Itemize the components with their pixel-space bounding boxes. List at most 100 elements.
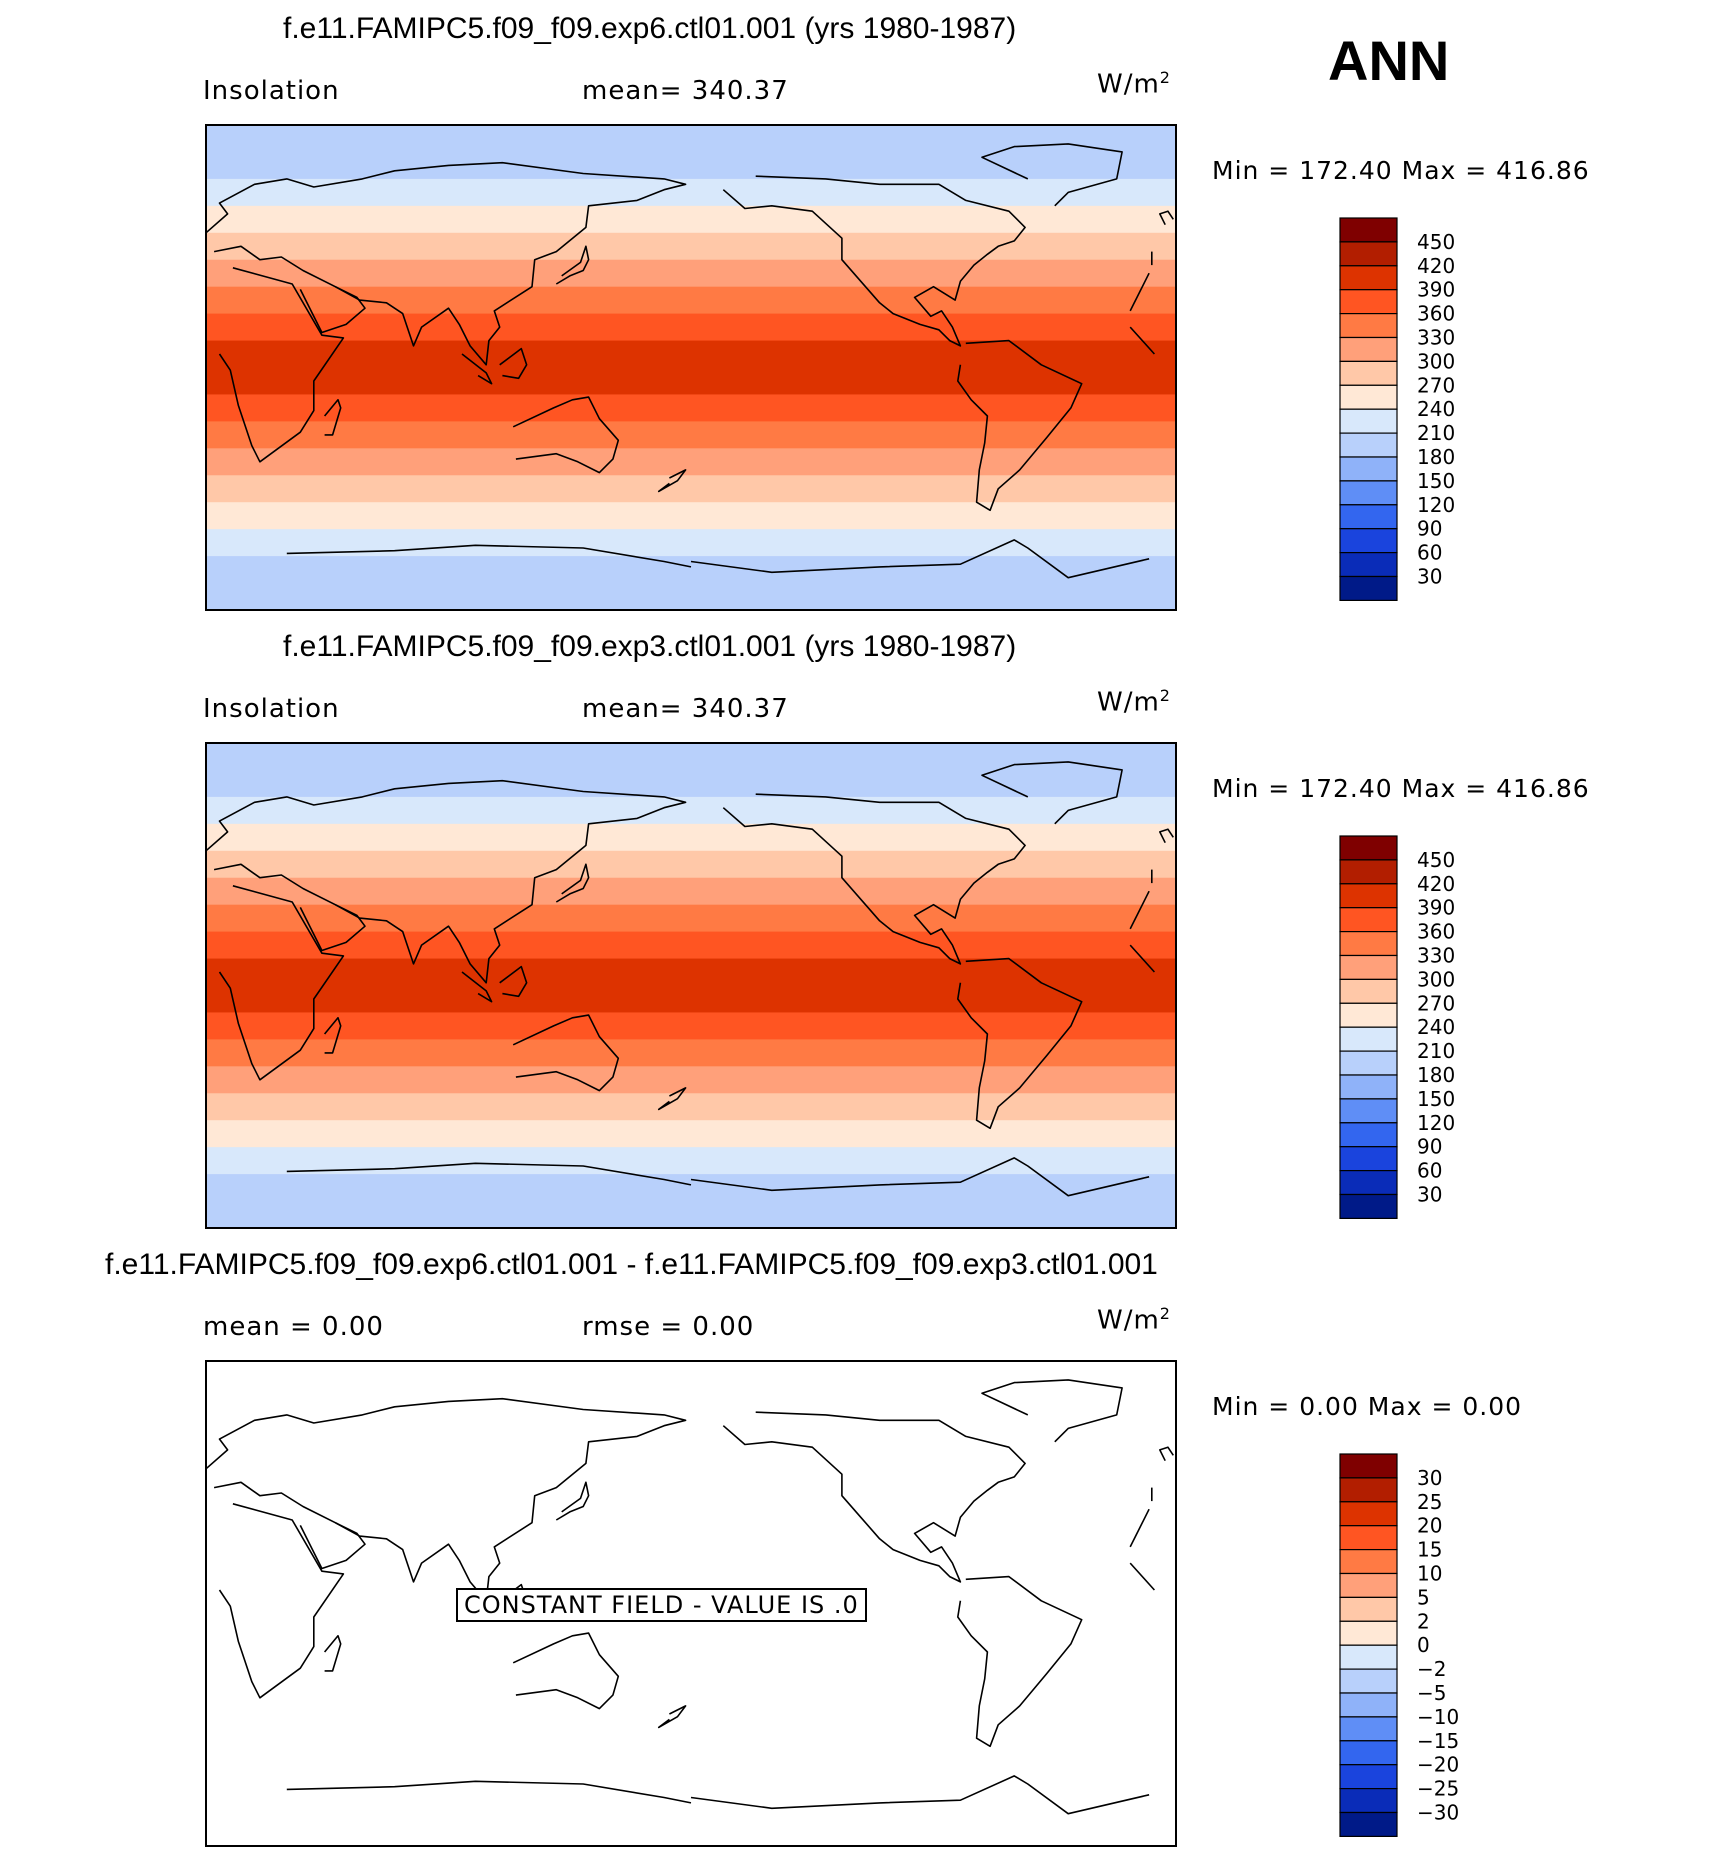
panel2-map-frame <box>205 742 1177 1229</box>
panel2-antarctica-outline-1 <box>286 1162 692 1186</box>
panel1-colorbar-box-8 <box>1339 408 1398 434</box>
panel1-colorbar-label-6: 270 <box>1417 373 1455 397</box>
panel1-colorbar-label-1: 420 <box>1417 254 1455 278</box>
panel2-colorbar-label-7: 240 <box>1417 1015 1455 1039</box>
panel3-new-zealand-outline <box>657 1705 687 1729</box>
panel1-lat-band-4 <box>206 232 1176 261</box>
panel2-map <box>205 742 1177 1229</box>
panel2-colorbar-label-11: 120 <box>1417 1111 1455 1135</box>
panel3-south-america-outline <box>956 1575 1083 1748</box>
season-label: ANN <box>1328 29 1450 92</box>
panel3-colorbar-box-1 <box>1339 1477 1398 1503</box>
panel3-africa-outline-1 <box>218 1503 345 1699</box>
panel2-lat-band-13 <box>206 1093 1176 1121</box>
panel2-colorbar-label-10: 150 <box>1417 1087 1455 1111</box>
panel3-colorbar-box-12 <box>1339 1740 1398 1766</box>
panel2-lat-band-16 <box>206 1174 1176 1202</box>
panel3-colorbar-box-10 <box>1339 1692 1398 1718</box>
panel2-colorbar-label-5: 300 <box>1417 967 1455 991</box>
panel3-africa-outline-2 <box>1129 1562 1155 1591</box>
panel2-units: W/m2 <box>1097 686 1171 718</box>
panel3-colorbar-label-13: −25 <box>1417 1777 1459 1801</box>
panel2-uk-outline-2 <box>1158 828 1174 844</box>
panel1-lat-band-3 <box>206 205 1176 234</box>
panel3-colorbar-label-12: −20 <box>1417 1753 1459 1777</box>
panel1-madagascar-outline <box>323 398 342 436</box>
panel1-colorbar-label-5: 300 <box>1417 349 1455 373</box>
panel3-europe-asia-outline-1 <box>205 1397 687 1602</box>
panel3-colorbar-box-8 <box>1339 1644 1398 1670</box>
panel1-lat-band-14 <box>206 502 1176 530</box>
panel2-mean-label: mean= 340.37 <box>582 694 789 724</box>
panel2-africa-outline-1 <box>218 885 345 1081</box>
panel2-colorbar-box-4 <box>1339 930 1398 957</box>
panel1-lat-band-6 <box>206 286 1176 315</box>
panel1-arabia-outline <box>299 285 366 334</box>
panel3-colorbar-label-3: 15 <box>1417 1538 1442 1562</box>
panel1-colorbar-box-11 <box>1339 480 1398 506</box>
panel3-colorbar-box-15 <box>1339 1811 1398 1837</box>
panel3-map-frame <box>205 1360 1177 1847</box>
panel1-colorbar: 4504203903603303002702402101801501209060… <box>1339 217 1455 601</box>
panel3-antarctica-outline <box>690 1775 1150 1815</box>
panel2-lat-band-7 <box>206 931 1176 960</box>
panel2-lat-band-5 <box>206 877 1176 906</box>
panel1-colorbar-label-7: 240 <box>1417 397 1455 421</box>
panel1-lat-band-5 <box>206 259 1176 288</box>
panel1-colorbar-label-13: 60 <box>1417 541 1442 565</box>
panel2-lat-band-4 <box>206 850 1176 879</box>
panel3-colorbar-label-9: −5 <box>1417 1681 1446 1705</box>
panel3-madagascar-outline <box>323 1634 342 1672</box>
panel3-colorbar-label-2: 20 <box>1417 1514 1442 1538</box>
panel2-lat-band-11 <box>206 1039 1176 1067</box>
panel3-colorbar-box-4 <box>1339 1548 1398 1575</box>
panel2-colorbar-label-6: 270 <box>1417 991 1455 1015</box>
panel3-constant-field-note: CONSTANT FIELD - VALUE IS .0 <box>456 1588 867 1622</box>
panel3-greenland-outline <box>981 1379 1123 1443</box>
panel1-colorbar-label-14: 30 <box>1417 565 1442 589</box>
panel3-antarctica-outline-1 <box>286 1780 692 1804</box>
panel2-south-america-outline <box>956 957 1083 1130</box>
panel2-colorbar-box-12 <box>1339 1122 1398 1148</box>
panel3-colorbar-label-7: 0 <box>1417 1633 1430 1657</box>
panel3-colorbar-box-14 <box>1339 1788 1398 1814</box>
panel3-units: W/m2 <box>1097 1304 1171 1336</box>
panel1-title: f.e11.FAMIPC5.f09_f09.exp6.ctl01.001 (yr… <box>283 12 1017 45</box>
panel3-arabia-outline <box>299 1521 366 1570</box>
panel1-minmax: Min = 172.40 Max = 416.86 <box>1212 156 1590 185</box>
panel2-colorbar-label-8: 210 <box>1417 1039 1455 1063</box>
panel2-colorbar-box-3 <box>1339 907 1398 933</box>
panel3-north-america-outline <box>722 1411 1026 1583</box>
panel1-colorbar-label-11: 120 <box>1417 493 1455 517</box>
panel1-colorbar-label-10: 150 <box>1417 469 1455 493</box>
panel3-colorbar-label-11: −15 <box>1417 1729 1459 1753</box>
panel1-europe-asia-outline-1 <box>205 161 687 366</box>
panel3-minmax: Min = 0.00 Max = 0.00 <box>1212 1392 1523 1421</box>
panel3-colorbar-box-11 <box>1339 1716 1398 1742</box>
panel1-antarctica-outline-1 <box>286 544 692 568</box>
panel3-colorbar-box-13 <box>1339 1764 1398 1790</box>
panel1-variable-label: Insolation <box>203 76 340 106</box>
panel2-colorbar-label-9: 180 <box>1417 1063 1455 1087</box>
panel1-colorbar-box-5 <box>1339 336 1398 362</box>
panel1-colorbar-label-9: 180 <box>1417 445 1455 469</box>
panel1-japan-outline <box>555 245 590 285</box>
panel2-africa-outline <box>1129 890 1150 930</box>
panel2-africa-outline-2 <box>1129 944 1155 973</box>
panel2-greenland-outline <box>981 761 1123 825</box>
panel1-greenland-outline <box>981 143 1123 207</box>
panel1-colorbar-label-8: 210 <box>1417 421 1455 445</box>
panel2-lat-band-17 <box>206 1201 1176 1229</box>
panel1-colorbar-label-2: 390 <box>1417 278 1455 302</box>
panel2-colorbar-box-5 <box>1339 954 1398 980</box>
panel2-lat-band-3 <box>206 823 1176 852</box>
panel1-borneo-outline <box>499 347 528 380</box>
panel3-australia-outline <box>512 1632 620 1710</box>
panel1-south-america-outline <box>956 339 1083 512</box>
panel1-lat-band-13 <box>206 475 1176 503</box>
panel2-colorbar-box-6 <box>1339 978 1398 1004</box>
panel2-arabia-outline <box>299 903 366 952</box>
panel2-colorbar-box-9 <box>1339 1050 1398 1076</box>
panel1-colorbar-box-3 <box>1339 289 1398 315</box>
panel3-colorbar-label-0: 30 <box>1417 1466 1442 1490</box>
